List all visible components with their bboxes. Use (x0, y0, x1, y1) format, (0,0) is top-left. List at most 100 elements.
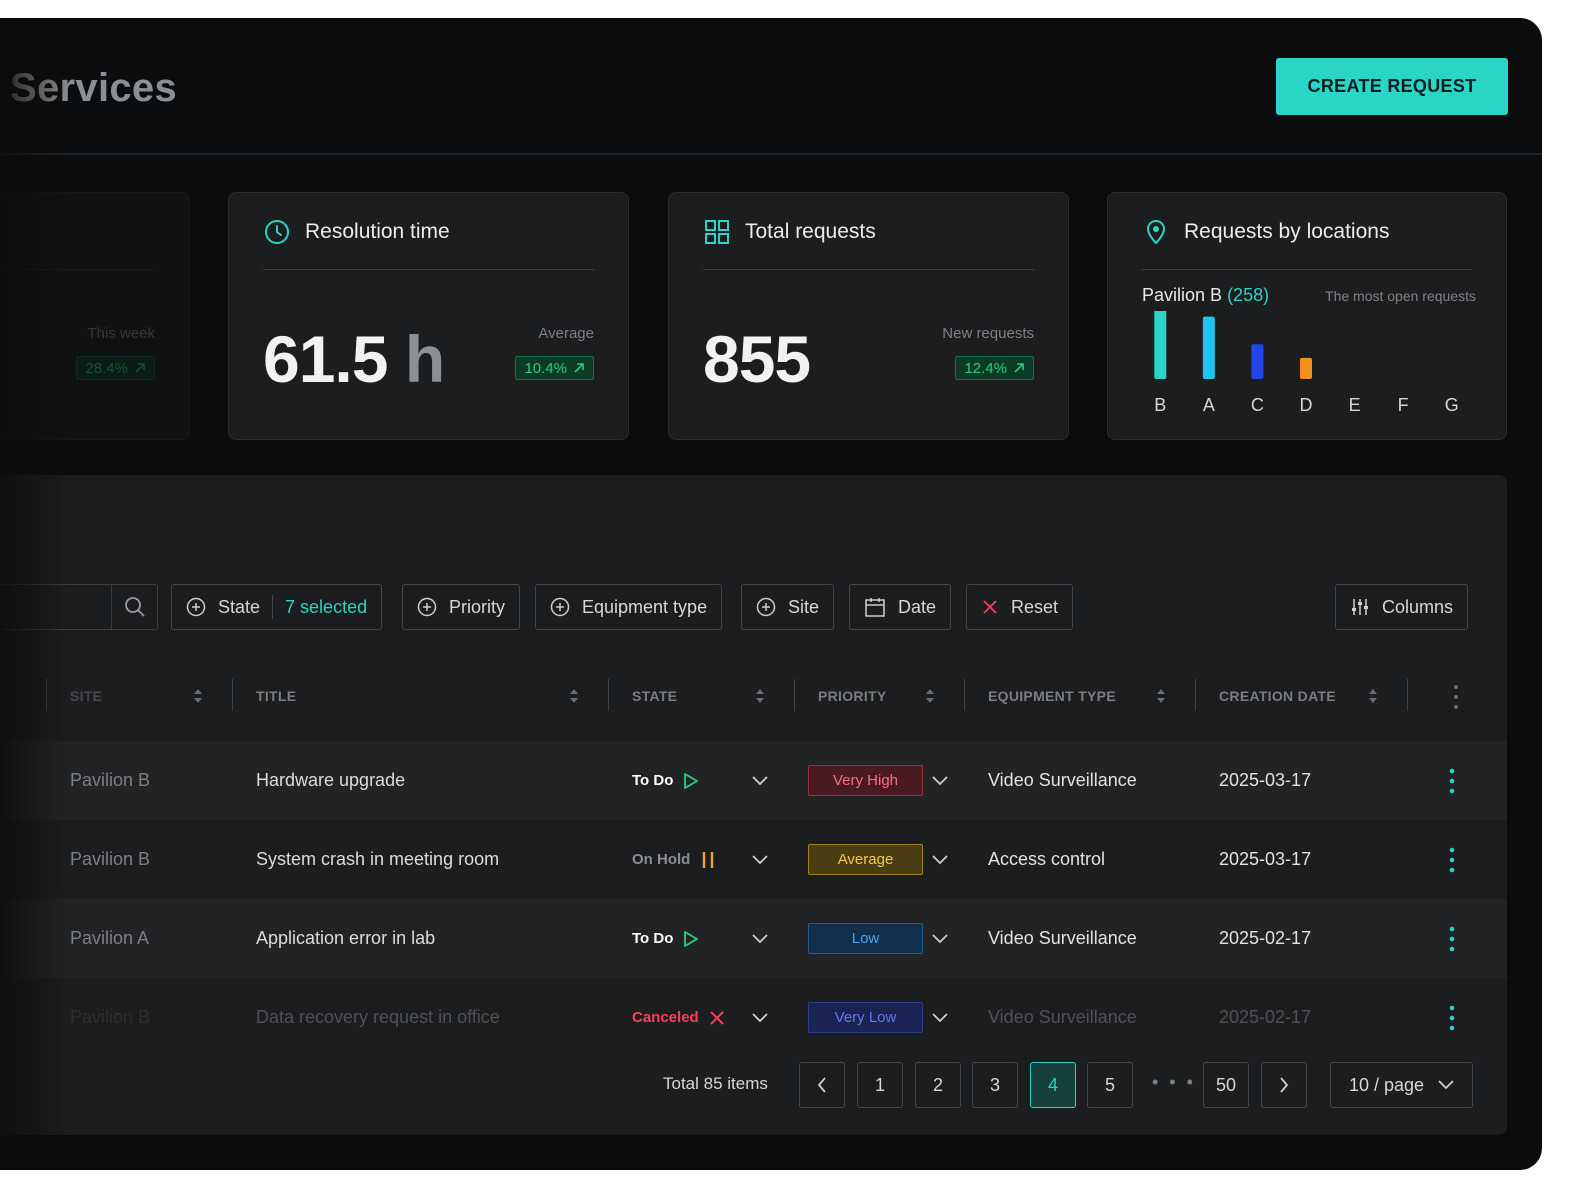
row-priority: Very Low (808, 978, 923, 1057)
more-vertical-icon (1449, 1005, 1455, 1030)
sort-icon[interactable] (193, 687, 203, 705)
priority-filter-button[interactable]: Priority (402, 584, 521, 630)
bar-label-B: B (1154, 395, 1166, 415)
calendar-icon (865, 598, 885, 617)
state-filter-button[interactable]: State 7 selected (171, 584, 383, 630)
next-page-button[interactable] (1261, 1062, 1307, 1108)
create-request-button[interactable]: CREATE REQUEST (1276, 58, 1508, 115)
page-button[interactable]: 2 (915, 1062, 961, 1108)
card-title: Total requests (745, 220, 876, 243)
page-button[interactable]: 1 (857, 1062, 903, 1108)
sort-icon[interactable] (1368, 687, 1378, 705)
sort-icon[interactable] (1156, 687, 1166, 705)
priority-badge: Average (808, 844, 923, 875)
search-input[interactable] (0, 584, 158, 630)
play-icon (684, 930, 699, 947)
equipment-filter-button[interactable]: Equipment type (535, 584, 723, 630)
chevron-down-icon (752, 775, 768, 785)
trend-badge: 28.4% (76, 356, 155, 380)
top-location-count: (258) (1227, 285, 1270, 305)
search-button[interactable] (111, 585, 157, 629)
table-row[interactable]: Pavilion B System crash in meeting room … (0, 820, 1507, 899)
page-button-active[interactable]: 4 (1030, 1062, 1076, 1108)
bar-label-F: F (1398, 395, 1409, 415)
arrow-up-right-icon (135, 363, 145, 373)
page-button-last[interactable]: 50 (1203, 1062, 1249, 1108)
column-divider (964, 679, 965, 711)
plus-circle-icon (417, 597, 437, 617)
row-site: Pavilion B (70, 770, 151, 790)
value-number: 61.5 (263, 322, 388, 396)
prev-page-button[interactable] (799, 1062, 845, 1108)
more-vertical-icon (1449, 768, 1455, 793)
requests-by-location-card: Requests by locations Pavilion B (258) T… (1107, 192, 1507, 440)
priority-dropdown[interactable] (932, 741, 948, 820)
page-button[interactable]: 3 (972, 1062, 1018, 1108)
priority-badge: Very Low (808, 1002, 923, 1033)
header-title[interactable]: TITLE (256, 688, 297, 704)
table-row[interactable]: Pavilion B Data recovery request in offi… (0, 978, 1507, 1057)
header-created[interactable]: CREATION DATE (1219, 688, 1336, 704)
page-button[interactable]: 5 (1087, 1062, 1133, 1108)
columns-button[interactable]: Columns (1335, 584, 1469, 630)
column-divider (232, 679, 233, 711)
priority-dropdown[interactable] (932, 820, 948, 899)
header-site[interactable]: SITE (70, 688, 103, 704)
chevron-right-icon (1280, 1077, 1289, 1093)
header-state[interactable]: STATE (632, 688, 678, 704)
total-items: Total 85 items (663, 1074, 768, 1093)
site-filter-button[interactable]: Site (741, 584, 835, 630)
bar-label-C: C (1251, 395, 1264, 415)
card-header: Total requests (703, 215, 1034, 270)
bar-A[interactable] (1202, 316, 1215, 379)
stat-label: New requests (942, 325, 1034, 342)
column-divider (46, 679, 47, 711)
reset-filters-button[interactable]: Reset (966, 584, 1074, 630)
page-size-select[interactable]: 10 / page (1330, 1062, 1473, 1108)
bar-label-A: A (1203, 395, 1215, 415)
state-dropdown[interactable] (752, 741, 768, 820)
row-actions-button[interactable] (1448, 741, 1456, 820)
header-more-icon[interactable] (1452, 683, 1460, 711)
pagination: Total 85 items 1 2 3 4 5 • • • 50 10 / p… (0, 1062, 1473, 1108)
row-state: To Do (632, 741, 699, 820)
state-dropdown[interactable] (752, 820, 768, 899)
card-header: Resolution time (263, 215, 594, 270)
row-actions-button[interactable] (1448, 820, 1456, 899)
page-title: Services (10, 66, 177, 110)
filter-label: Columns (1382, 596, 1454, 617)
column-divider (1195, 679, 1196, 711)
chevron-down-icon (932, 775, 948, 785)
bar-D[interactable] (1300, 357, 1312, 379)
pagination-ellipsis[interactable]: • • • (1152, 1072, 1196, 1092)
table-row[interactable]: Pavilion A Application error in lab To D… (0, 899, 1507, 978)
sort-icon[interactable] (569, 687, 579, 705)
priority-dropdown[interactable] (932, 899, 948, 978)
row-priority: Low (808, 899, 923, 978)
app-window: Services CREATE REQUEST This week 28.4% … (0, 18, 1542, 1170)
state-dropdown[interactable] (752, 978, 768, 1057)
column-divider (608, 679, 609, 711)
header-equipment[interactable]: EQUIPMENT TYPE (988, 688, 1116, 704)
bar-B[interactable] (1154, 311, 1167, 379)
play-icon (684, 772, 699, 789)
chevron-down-icon (932, 933, 948, 943)
sort-icon[interactable] (925, 687, 935, 705)
chevron-left-icon (817, 1077, 826, 1093)
sort-icon[interactable] (755, 687, 765, 705)
state-dropdown[interactable] (752, 899, 768, 978)
bar-C[interactable] (1251, 344, 1264, 379)
chart-hint: The most open requests (1325, 288, 1476, 304)
row-actions-button[interactable] (1448, 978, 1456, 1057)
filter-label: Reset (1011, 596, 1059, 617)
selected-count: 7 selected (285, 596, 368, 617)
resolution-value: 61.5 h (263, 321, 445, 397)
priority-dropdown[interactable] (932, 978, 948, 1057)
table-row[interactable]: Pavilion B Hardware upgrade To Do Very H… (0, 741, 1507, 820)
header-priority[interactable]: PRIORITY (818, 688, 887, 704)
column-divider (794, 679, 795, 711)
row-actions-button[interactable] (1448, 899, 1456, 978)
chevron-down-icon (752, 854, 768, 864)
date-filter-button[interactable]: Date (849, 584, 952, 630)
